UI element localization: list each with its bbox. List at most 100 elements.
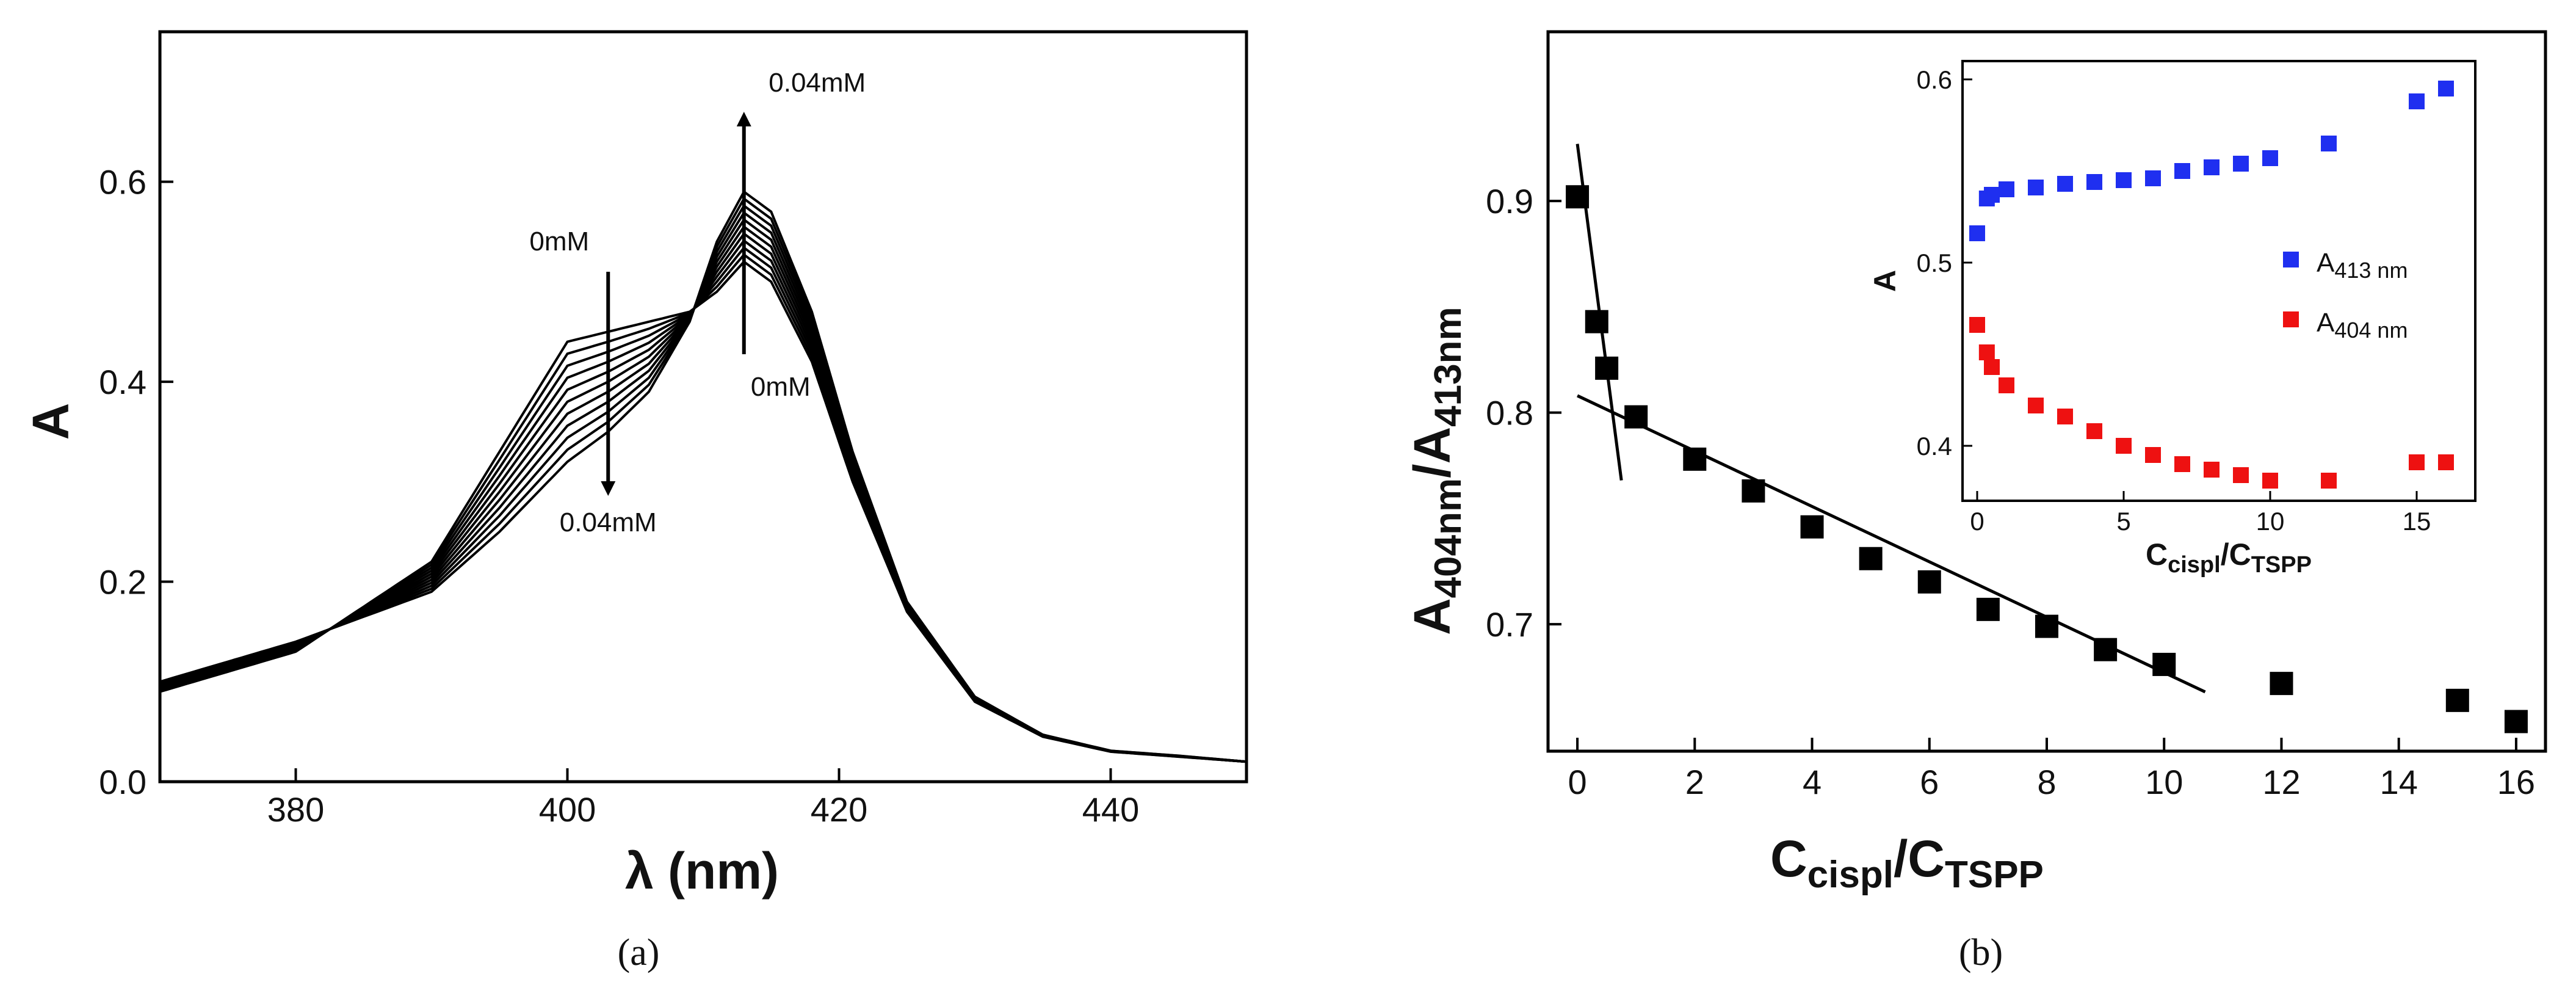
inset-data-points <box>1969 81 2454 489</box>
panel-b-y-axis-title: A404nm/A413nm <box>1403 307 1469 635</box>
panel-b-fit-lines <box>1576 144 2206 694</box>
data-point <box>1859 547 1883 570</box>
inset-y-ticks: 0.4 0.5 0.6 <box>1917 65 1972 460</box>
inset-x-tick-label: 15 <box>2403 507 2431 536</box>
spectrum-intermediate <box>159 231 1247 763</box>
x-title-sep: /C <box>1894 830 1945 887</box>
inset-legend: A413 nm A404 nm <box>2283 248 2408 343</box>
panel-a-x-tick-label: 420 <box>811 790 867 829</box>
x-title-sub2: TSPP <box>1945 854 2044 896</box>
inset-point-a404 <box>2438 454 2454 470</box>
inset-point-a413 <box>1984 187 2000 203</box>
panel-a: 380 400 420 440 0.00.20.40.6 0.04mM0mM0mM0.… <box>22 30 1248 973</box>
inset-point-a404 <box>1978 344 1995 360</box>
data-point <box>1800 515 1824 539</box>
inset-point-a404 <box>2086 423 2102 439</box>
inset-point-a404 <box>2233 467 2249 483</box>
inset-x-ticks: 0 5 10 15 <box>1970 491 2431 536</box>
data-point <box>2035 614 2058 638</box>
inset-point-a404 <box>1999 377 2014 393</box>
inset-x-tick-label: 10 <box>2256 507 2285 536</box>
panel-b-x-tick-label: 12 <box>2262 763 2300 801</box>
inset-point-a404 <box>2204 462 2220 478</box>
panel-b-x-ticks: 0 2 4 6 8 10 12 14 16 <box>1568 738 2535 801</box>
x-title-sub1: cispl <box>1807 854 1894 896</box>
panel-a-x-tick-label: 400 <box>539 790 596 829</box>
data-point <box>2504 710 2528 733</box>
inset-point-a413 <box>2409 93 2425 109</box>
panel-b-x-tick-label: 2 <box>1685 763 1704 801</box>
inset-point-a404 <box>2321 473 2337 489</box>
y-title-sub2: 413nm <box>1427 307 1469 426</box>
panel-b-x-tick-label: 16 <box>2497 763 2535 801</box>
spectrum-intermediate <box>159 225 1247 763</box>
data-point <box>2270 672 2293 696</box>
annotation-label: 0mM <box>529 227 589 256</box>
panel-b-x-tick-label: 8 <box>2037 763 2056 801</box>
panel-a-x-axis-title: λ (nm) <box>625 842 779 900</box>
data-point <box>1917 570 1941 594</box>
panel-b: 0 2 4 6 8 10 12 14 16 0.70.80.9 Ccispl/CTSPP A40… <box>1403 30 2547 973</box>
inset-x-tick-label: 0 <box>1970 507 1984 536</box>
panel-a-plot-frame <box>158 30 1248 784</box>
spectrum-intermediate <box>159 246 1247 763</box>
inset-y-tick-label: 0.5 <box>1917 249 1952 277</box>
panel-b-x-tick-label: 10 <box>2145 763 2183 801</box>
inset-point-a413 <box>2057 176 2073 192</box>
panel-a-y-tick-label: 0.2 <box>99 563 147 602</box>
x-title-main: C <box>1770 830 1807 887</box>
data-point <box>2094 638 2118 661</box>
panel-b-x-tick-label: 6 <box>1920 763 1939 801</box>
annotation-label: 0.04mM <box>560 507 657 537</box>
data-point <box>2445 688 2469 712</box>
legend-label-a413: A413 nm <box>2317 248 2408 283</box>
inset-point-a404 <box>2145 447 2161 463</box>
inset-point-a413 <box>2028 180 2044 195</box>
inset-point-a404 <box>1984 359 2000 375</box>
inset-point-a413 <box>2262 150 2278 166</box>
panel-b-x-axis-title: Ccispl/CTSPP <box>1770 830 2044 896</box>
panel-a-annotations: 0.04mM 0mM 0mM 0.04mM <box>529 68 866 537</box>
panel-a-y-axis-title: A <box>22 403 79 440</box>
panel-a-spectra <box>159 190 1247 763</box>
inset-point-a413 <box>2086 174 2102 190</box>
inset-x-tick-label: 5 <box>2116 507 2130 536</box>
panel-b-y-tick-label: 0.9 <box>1486 182 1533 220</box>
inset-y-axis-title: A <box>1868 270 1902 292</box>
data-point <box>2152 652 2176 676</box>
panel-b-x-tick-label: 4 <box>1803 763 1822 801</box>
legend-swatch-a404 <box>2283 311 2299 327</box>
panel-a-x-tick-label: 440 <box>1082 790 1139 829</box>
legend-label-a404: A404 nm <box>2317 308 2408 343</box>
panel-a-x-ticks: 380 400 420 440 <box>267 768 1139 829</box>
inset-point-a404 <box>2174 456 2190 472</box>
y-title-sub1: 404nm <box>1427 478 1469 598</box>
spectrum-0mM <box>159 260 1247 763</box>
inset-point-a413 <box>2204 159 2220 175</box>
data-point <box>1742 479 1765 503</box>
panel-a-x-tick-label: 380 <box>267 790 324 829</box>
inset-point-a404 <box>2116 438 2132 454</box>
data-point <box>1683 447 1707 471</box>
inset-x-axis-title: Ccispl/CTSPP <box>2146 537 2312 578</box>
data-point <box>1566 185 1590 209</box>
inset-y-tick-label: 0.4 <box>1917 432 1952 460</box>
inset-point-a413 <box>2174 163 2190 179</box>
inset-point-a413 <box>2145 170 2161 186</box>
panel-a-caption: (a) <box>618 932 660 973</box>
panel-b-plot-frame <box>1546 30 2547 753</box>
inset-point-a413 <box>2116 172 2132 188</box>
panel-b-inset: 0 5 10 15 0.4 0.5 0.6 A413 nm A404 nm Ccispl/… <box>1868 60 2477 578</box>
panel-b-data-points <box>1566 185 2528 733</box>
panel-b-caption: (b) <box>1959 932 2003 973</box>
spectrum-intermediate <box>159 253 1247 763</box>
data-point <box>1624 405 1648 429</box>
data-point <box>1595 356 1619 380</box>
inset-point-a413 <box>1969 225 1985 241</box>
panel-a-y-tick-label: 0.4 <box>99 363 147 401</box>
spectrum-intermediate <box>159 239 1247 763</box>
panel-b-y-tick-label: 0.8 <box>1486 394 1533 432</box>
panel-a-y-tick-label: 0.6 <box>99 163 147 202</box>
spectrum-0.04mM <box>159 190 1247 763</box>
inset-point-a413 <box>2321 136 2337 151</box>
